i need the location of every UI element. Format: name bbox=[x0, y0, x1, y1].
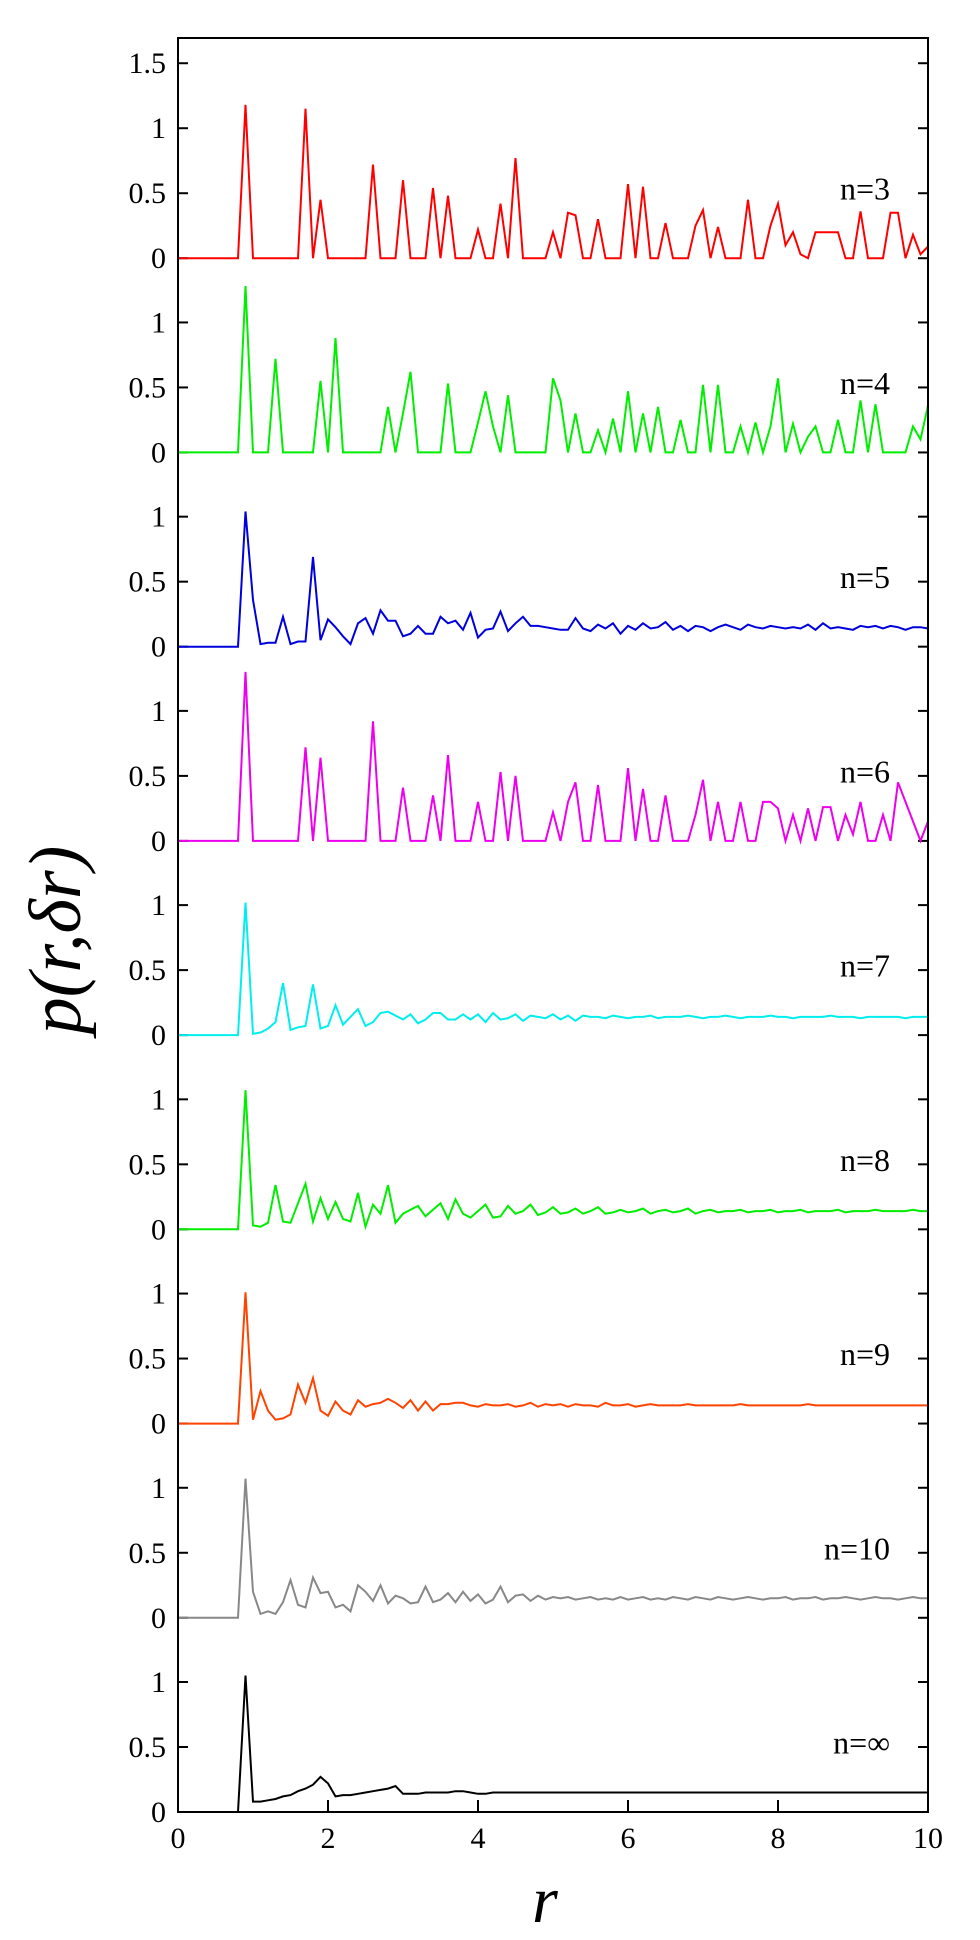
series-line bbox=[178, 1292, 928, 1425]
y-tick-label: 0 bbox=[151, 825, 166, 858]
panel-n=∞: 0 0.5 1 n=∞ bbox=[129, 1666, 928, 1829]
y-tick-label: 0.5 bbox=[129, 371, 167, 404]
y-tick-label: 0 bbox=[151, 436, 166, 469]
panel-n=8: 0 0.5 1 n=8 bbox=[129, 1083, 928, 1246]
panel-n=5: 0 0.5 1 n=5 bbox=[129, 501, 929, 664]
panel-n=9: 0 0.5 1 n=9 bbox=[129, 1278, 928, 1441]
series-label: n=5 bbox=[840, 559, 890, 595]
y-tick-label: 0 bbox=[151, 1213, 166, 1246]
y-tick-label: 0.5 bbox=[129, 760, 167, 793]
y-axis-title: p(r,δr) bbox=[15, 846, 97, 1040]
y-tick-label: 0 bbox=[151, 1019, 166, 1052]
series-line bbox=[178, 104, 929, 260]
x-axis: 0 2 4 6 8 10 bbox=[171, 1800, 943, 1855]
y-tick-label: 1 bbox=[151, 1472, 166, 1505]
y-tick-label: 0 bbox=[151, 631, 166, 664]
y-tick-label: 0.5 bbox=[129, 1537, 167, 1570]
panel-n=4: 0 0.5 1 n=4 bbox=[129, 285, 929, 469]
series-label: n=∞ bbox=[833, 1725, 890, 1761]
panel-n=7: 0 0.5 1 n=7 bbox=[129, 889, 928, 1052]
series-line bbox=[178, 285, 929, 457]
panel-n=6: 0 0.5 1 n=6 bbox=[129, 671, 929, 858]
y-axis-title-part: p( bbox=[15, 968, 97, 1039]
y-tick-label: 1 bbox=[151, 306, 166, 339]
y-tick-label: 1 bbox=[151, 501, 166, 534]
series-line bbox=[178, 1675, 928, 1813]
plot-frame bbox=[177, 37, 929, 1813]
y-tick-label: 0.5 bbox=[129, 1731, 167, 1764]
x-tick-label: 0 bbox=[171, 1822, 186, 1855]
y-tick-label: 1 bbox=[151, 889, 166, 922]
series-label: n=10 bbox=[824, 1530, 890, 1566]
series-label: n=3 bbox=[840, 171, 890, 207]
y-tick-label: 0.5 bbox=[129, 954, 167, 987]
series-label: n=4 bbox=[840, 365, 890, 401]
x-tick-label: 2 bbox=[321, 1822, 336, 1855]
chart-panels: 0 0.5 1 1.5 n=3 0 0.5 1 n=4 0 0.5 1 n=5 0 0.5 1 n=6 0 0.5 1… bbox=[129, 47, 929, 1829]
y-tick-label: 1 bbox=[151, 1666, 166, 1699]
y-tick-label: 0 bbox=[151, 1602, 166, 1635]
y-axis-title-part: ) bbox=[15, 846, 97, 875]
y-tick-label: 1 bbox=[151, 112, 166, 145]
y-axis-title-part: , bbox=[15, 934, 97, 953]
panel-n=3: 0 0.5 1 1.5 n=3 bbox=[129, 47, 929, 275]
y-tick-label: 0.5 bbox=[129, 1148, 167, 1181]
y-tick-label: 0 bbox=[151, 1408, 166, 1441]
series-line bbox=[178, 902, 928, 1037]
y-axis-title-part: δr bbox=[15, 869, 97, 933]
series-label: n=8 bbox=[840, 1142, 890, 1178]
series-label: n=6 bbox=[840, 753, 890, 789]
x-axis-title: r bbox=[532, 1864, 558, 1937]
series-line bbox=[178, 671, 929, 845]
y-tick-label: 0.5 bbox=[129, 566, 167, 599]
x-tick-label: 4 bbox=[471, 1822, 486, 1855]
series-line bbox=[178, 1478, 928, 1619]
y-tick-label: 1 bbox=[151, 695, 166, 728]
series-label: n=9 bbox=[840, 1336, 890, 1372]
x-tick-label: 10 bbox=[913, 1822, 943, 1855]
series-line bbox=[178, 1090, 928, 1231]
series-label: n=7 bbox=[840, 948, 890, 984]
x-tick-label: 6 bbox=[621, 1822, 636, 1855]
x-tick-label: 8 bbox=[771, 1822, 786, 1855]
panel-n=10: 0 0.5 1 n=10 bbox=[129, 1472, 928, 1635]
series-line bbox=[178, 511, 929, 648]
y-tick-label: 1 bbox=[151, 1083, 166, 1116]
y-tick-label: 0.5 bbox=[129, 1343, 167, 1376]
y-tick-label: 1 bbox=[151, 1278, 166, 1311]
y-tick-label: 0 bbox=[151, 1796, 166, 1829]
y-tick-label: 0.5 bbox=[129, 177, 167, 210]
y-tick-label: 1.5 bbox=[129, 47, 167, 80]
y-tick-label: 0 bbox=[151, 242, 166, 275]
